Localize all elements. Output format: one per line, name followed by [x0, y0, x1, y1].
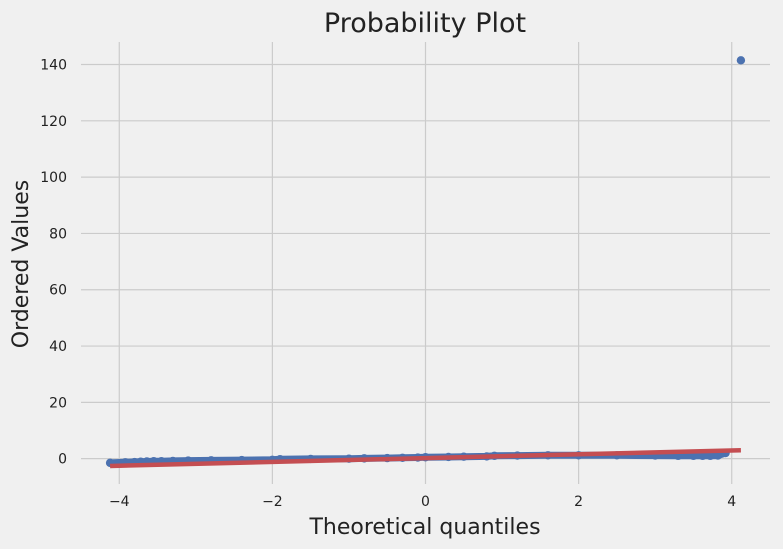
x-tick-label: 0	[421, 494, 430, 510]
y-tick-label: 40	[49, 339, 67, 355]
x-tick-label: −4	[109, 494, 130, 510]
y-axis-label: Ordered Values	[9, 180, 34, 348]
data-point	[736, 56, 746, 65]
y-tick-labels: 0 20 40 60 80 100 120 140	[40, 58, 67, 468]
y-tick-label: 140	[40, 58, 67, 74]
fit-line-group	[110, 447, 741, 469]
fit-line	[110, 447, 741, 469]
y-tick-label: 120	[40, 114, 67, 130]
y-tick-label: 100	[40, 170, 67, 186]
x-tick-label: 2	[574, 494, 583, 510]
grid-lines	[81, 42, 770, 484]
x-tick-label: −2	[262, 494, 283, 510]
y-tick-label: 80	[49, 226, 67, 242]
y-tick-label: 20	[49, 395, 67, 411]
chart-title: Probability Plot	[324, 8, 526, 39]
x-tick-labels: −4 −2 0 2 4	[109, 494, 736, 510]
x-tick-label: 4	[727, 494, 736, 510]
y-tick-label: 60	[49, 283, 67, 299]
x-axis-label: Theoretical quantiles	[308, 515, 540, 540]
y-tick-label: 0	[58, 452, 67, 468]
